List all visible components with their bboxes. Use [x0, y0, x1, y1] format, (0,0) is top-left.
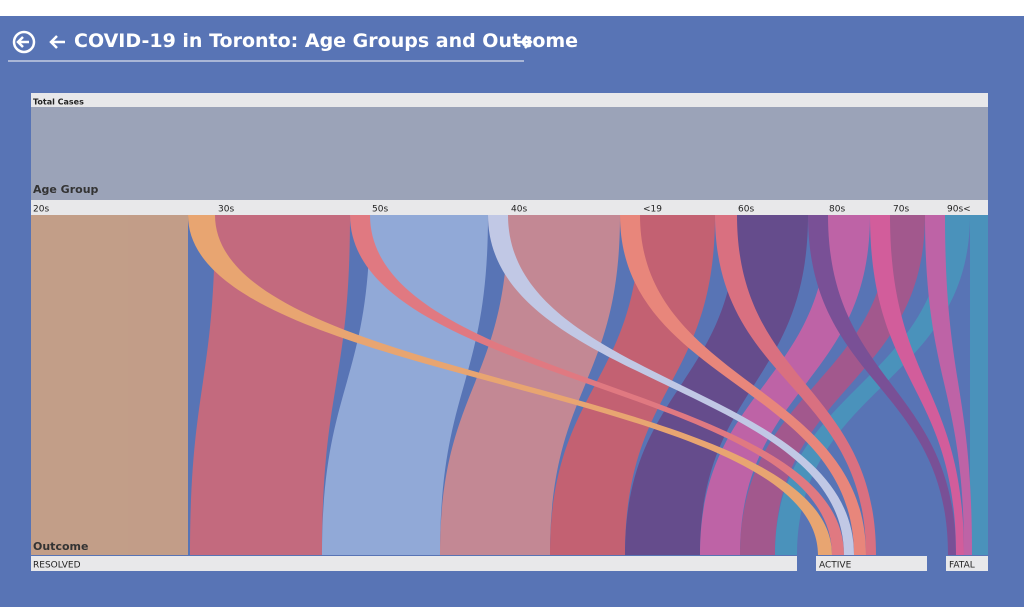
ribbon	[925, 215, 972, 555]
age-labels: 20s 30s 50s 40s <19 60s 80s 70s 90s<	[33, 205, 971, 215]
outcome-name: FATAL	[949, 561, 975, 571]
ribbon	[31, 215, 188, 555]
ribbon	[550, 215, 715, 555]
ribbon	[190, 215, 350, 555]
nav-icons	[12, 30, 533, 54]
back-arrow	[16, 36, 29, 48]
outcome-bar	[946, 556, 988, 571]
age-bar	[31, 200, 988, 215]
outcome-bar	[816, 556, 927, 571]
title-underline	[8, 60, 524, 62]
ribbon	[188, 215, 832, 555]
ribbon	[970, 215, 988, 555]
age-group-name: <19	[643, 205, 662, 215]
ribbon	[808, 215, 956, 555]
age-group-name: 80s	[829, 205, 845, 215]
age-group-name: 20s	[33, 205, 49, 215]
outcome-bar	[31, 556, 797, 571]
ribbon	[625, 215, 808, 555]
previous-arrow[interactable]	[49, 35, 65, 49]
age-group-name: 60s	[738, 205, 754, 215]
ribbon	[488, 215, 854, 555]
page-title: COVID-19 in Toronto: Age Groups and Outc…	[74, 30, 579, 52]
total-bar	[31, 93, 988, 107]
outcome-labels: RESOLVED ACTIVE FATAL	[33, 561, 975, 571]
outcome-name: ACTIVE	[819, 561, 852, 571]
back-button[interactable]	[12, 30, 36, 54]
next-arrow[interactable]	[517, 35, 533, 49]
top-bar	[0, 0, 1024, 16]
age-group-name: 40s	[511, 205, 527, 215]
ribbon	[440, 215, 620, 555]
total-area	[31, 107, 988, 200]
ribbon	[870, 215, 964, 555]
ribbon	[715, 215, 876, 555]
ribbon	[350, 215, 844, 555]
age-group-name: 30s	[218, 205, 234, 215]
ribbons	[31, 215, 988, 555]
age-group-name: 70s	[893, 205, 909, 215]
ribbon	[620, 215, 866, 555]
ribbon	[775, 215, 970, 555]
ribbon	[322, 215, 488, 555]
total-label: Total Cases	[33, 98, 84, 107]
age-group-name: 90s<	[947, 205, 971, 215]
outcome-label: Outcome	[33, 540, 88, 553]
outcome-name: RESOLVED	[33, 561, 81, 571]
age-group-label: Age Group	[33, 183, 99, 196]
age-group-name: 50s	[372, 205, 388, 215]
